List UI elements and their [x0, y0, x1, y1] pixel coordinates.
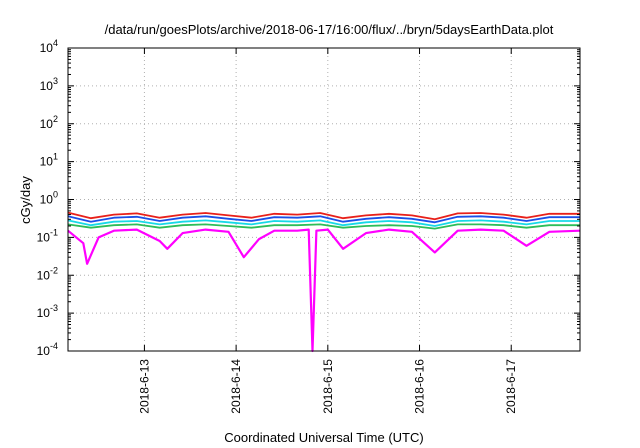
y-tick-label: 104	[40, 38, 58, 55]
series-line-5	[67, 228, 581, 353]
y-tick-label: 10-4	[37, 341, 58, 358]
grid	[68, 48, 580, 351]
chart-title: /data/run/goesPlots/archive/2018-06-17/1…	[105, 22, 554, 37]
series-group	[67, 211, 581, 353]
series-line-2	[67, 215, 580, 224]
x-tick-label: 2018-6-14	[229, 359, 243, 414]
y-tick-label: 100	[40, 190, 58, 207]
x-tick-label: 2018-6-15	[321, 359, 335, 414]
y-tick-label: 10-3	[37, 303, 58, 320]
y-tick-label: 10-1	[37, 227, 58, 244]
y-axis-label: cGy/day	[18, 176, 33, 224]
x-tick-label: 2018-6-17	[504, 359, 518, 414]
x-axis-label: Coordinated Universal Time (UTC)	[224, 430, 423, 445]
x-axis: 2018-6-13 2018-6-14 2018-6-15 2018-6-16 2018…	[137, 48, 518, 414]
y-tick-label: 102	[40, 114, 58, 131]
y-axis: 10-4 10-3 10-2 10-1 100 101 102 103 104	[37, 38, 580, 358]
series-line-3	[67, 219, 580, 227]
y-tick-label: 101	[40, 152, 58, 169]
x-tick-label: 2018-6-16	[413, 359, 427, 414]
x-tick-label: 2018-6-13	[137, 359, 151, 414]
series-line-1	[67, 211, 580, 221]
y-tick-label: 10-2	[37, 265, 58, 282]
y-tick-label: 103	[40, 76, 58, 93]
series-line-4	[67, 223, 580, 230]
